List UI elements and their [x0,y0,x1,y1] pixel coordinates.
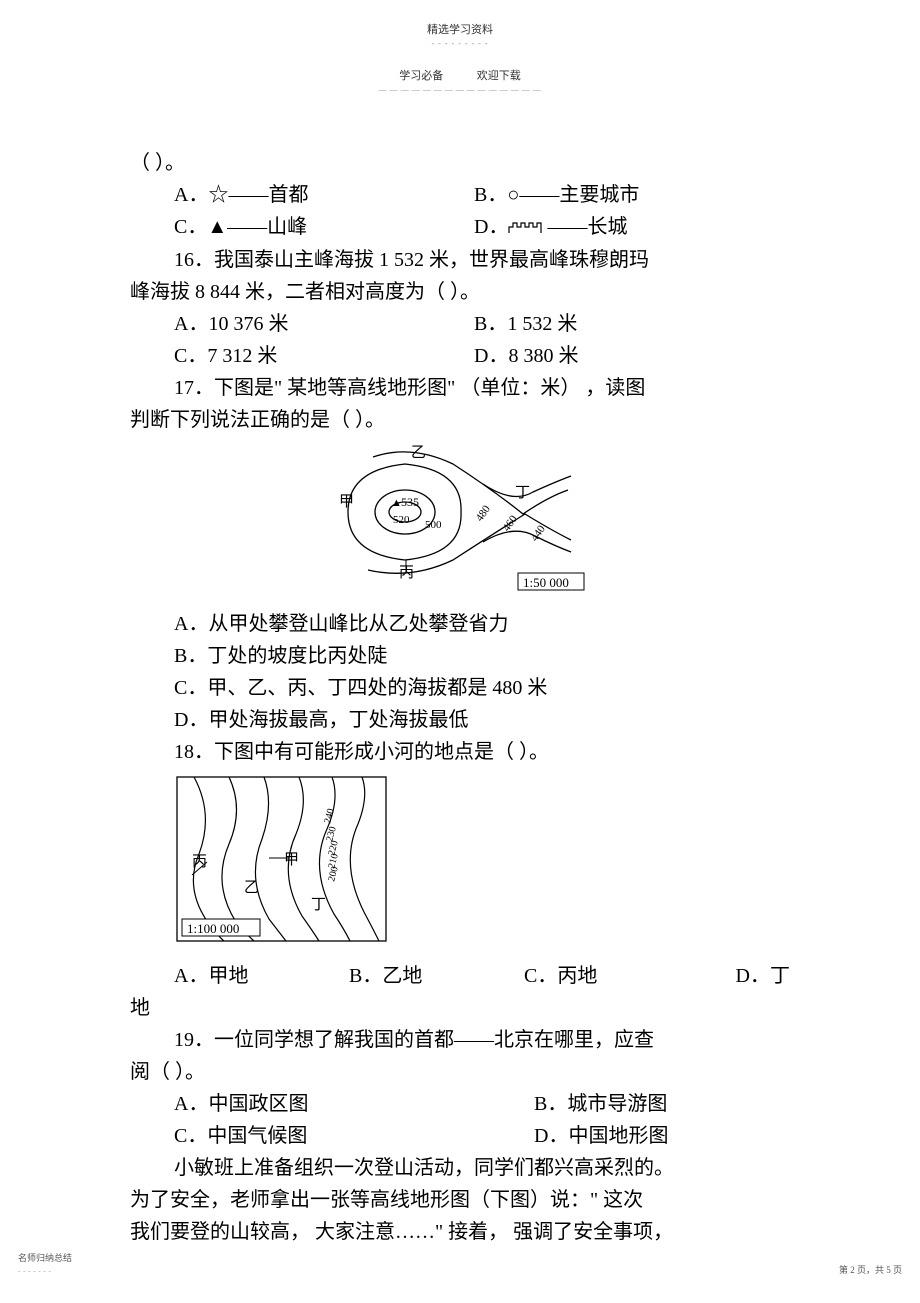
q15-opt-b: B．○——主要城市 [474,179,790,211]
q19-row2: C．中国气候图 D．中国地形图 [130,1120,790,1152]
footer-left-text: 名师归纳总结 [18,1251,72,1265]
q19-opt-d: D．中国地形图 [534,1120,790,1152]
fig17-c3: 480 [473,503,493,524]
q19-opt-c: C．中国气候图 [174,1120,534,1152]
header-sub-right: 欢迎下载 [477,70,521,82]
q17-line2: 判断下列说法正确的是（ ）。 [130,404,790,436]
fig18-bing: 丙 [192,854,207,870]
fig18-scale: 1:100 000 [187,921,239,936]
q15-row2: C．▲——山峰 D． ——长城 [130,211,790,244]
q19-opt-a: A．中国政区图 [174,1088,534,1120]
fig17-ding: 丁 [515,485,530,501]
q15-paren: （ ）。 [130,147,790,179]
footer-left: 名师归纳总结 - - - - - - - [18,1251,72,1277]
q16-line1: 16．我国泰山主峰海拔 1 532 米，世界最高峰珠穆朗玛 [130,244,790,276]
q18-line1: 18．下图中有可能形成小河的地点是（ ）。 [130,736,790,768]
para-l2: 为了安全，老师拿出一张等高线地形图（下图）说：" 这次 [130,1184,790,1216]
q18-opt-d: D．丁 [699,960,790,992]
q16-opt-d: D．8 380 米 [474,340,790,372]
fig18-ding: 丁 [311,897,326,913]
q18-trail: 地 [130,992,790,1024]
q19-row1: A．中国政区图 B．城市导游图 [130,1088,790,1120]
q16-line2: 峰海拔 8 844 米，二者相对高度为（ ）。 [130,276,790,308]
q17-line1: 17．下图是" 某地等高线地形图" （单位：米） ，读图 [130,372,790,404]
q17-opt-a: A．从甲处攀登山峰比从乙处攀登省力 [130,608,790,640]
fig18-jia: 甲 [284,852,299,868]
q16-row1: A．10 376 米 B．1 532 米 [130,308,790,340]
q18-opt-a: A．甲地 [174,960,349,992]
q15-opt-a: A．☆——首都 [174,179,474,211]
q15-row1: A．☆——首都 B．○——主要城市 [130,179,790,211]
q16-opt-b: B．1 532 米 [474,308,790,340]
q16-row2: C．7 312 米 D．8 380 米 [130,340,790,372]
fig18-v4: 230 [324,826,339,843]
q19-line1: 19．一位同学想了解我国的首都——北京在哪里，应查 [130,1024,790,1056]
q18-opts: A．甲地 B．乙地 C．丙地 D．丁 [130,960,790,992]
fig18-v5: 240 [322,808,337,825]
para-l3: 我们要登的山较高， 大家注意……" 接着， 强调了安全事项， [130,1216,790,1248]
q15-opt-d-post: ——长城 [542,216,627,238]
fig17-yi: 乙 [411,445,426,461]
q18-opt-c: C．丙地 [524,960,699,992]
fig17-c2: 500 [425,519,442,531]
q17-opt-b: B．丁处的坡度比丙处陡 [130,640,790,672]
header-top-dashes: - - - - - - - - - [0,38,920,51]
header-sub-dashes: — — — — — — — — — — — — — — — [0,84,920,97]
q19-opt-b: B．城市导游图 [534,1088,790,1120]
q17-opt-d: D．甲处海拔最高，丁处海拔最低 [130,704,790,736]
header-top: 精选学习资料 [0,0,920,40]
fig17-scale: 1:50 000 [523,575,569,590]
q15-opt-d: D． ——长城 [474,211,790,244]
q16-opt-a: A．10 376 米 [174,308,474,340]
fig17-c1: 520 [393,514,410,526]
q18-opt-b: B．乙地 [349,960,524,992]
q15-opt-d-pre: D． [474,216,508,238]
great-wall-icon [508,212,542,244]
fig17-bing: 丙 [399,565,414,581]
footer-left-dashes: - - - - - - - [18,1266,72,1277]
para-l1: 小敏班上准备组织一次登山活动，同学们都兴高采烈的。 [130,1152,790,1184]
q19-line2: 阅（ ）。 [130,1056,790,1088]
fig17-jia: 甲 [339,494,354,510]
fig17-peak: 535 [401,495,419,509]
page-content: （ ）。 A．☆——首都 B．○——主要城市 C．▲——山峰 D． ——长城 1… [0,97,920,1248]
q15-opt-c: C．▲——山峰 [174,211,474,244]
q16-opt-c: C．7 312 米 [174,340,474,372]
figure-18: 丙 乙 甲 丁 200 210 220 230 240 1:100 000 [130,774,790,954]
header-sub-left: 学习必备 [399,70,443,82]
figure-17: 乙 甲 丙 丁 ▲ 535 520 500 480 460 440 1:50 0… [130,442,790,602]
footer-right: 第 2 页，共 5 页 [839,1263,902,1277]
q17-opt-c: C．甲、乙、丙、丁四处的海拔都是 480 米 [130,672,790,704]
fig18-yi: 乙 [244,880,259,896]
